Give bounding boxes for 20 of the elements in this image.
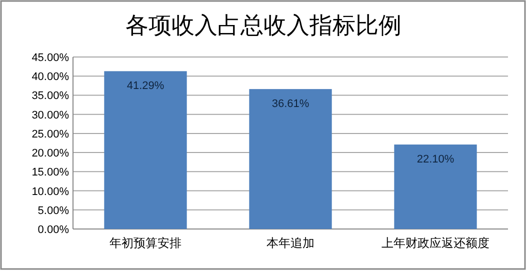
y-tick-label: 30.00% xyxy=(32,109,70,122)
chart-title: 各项收入占总收入指标比例 xyxy=(126,12,402,38)
y-tick-label: 45.00% xyxy=(32,52,70,64)
y-tick-label: 20.00% xyxy=(32,148,70,160)
bar xyxy=(394,144,477,229)
y-tick-label: 0.00% xyxy=(38,224,70,236)
x-tick-label: 本年追加 xyxy=(266,236,314,250)
bar xyxy=(104,71,187,229)
x-tick-label: 上年财政应返还额度 xyxy=(382,236,490,250)
y-tick-label: 40.00% xyxy=(32,71,70,84)
y-tick-label: 15.00% xyxy=(32,166,70,179)
y-tick-label: 5.00% xyxy=(38,204,70,217)
data-label: 36.61% xyxy=(272,98,310,110)
y-tick-label: 10.00% xyxy=(32,186,70,198)
data-label: 22.10% xyxy=(416,154,454,166)
data-label: 41.29% xyxy=(126,80,164,92)
x-tick-label: 年初预算安排 xyxy=(110,236,182,250)
y-tick-label: 25.00% xyxy=(32,128,70,140)
bar xyxy=(249,89,332,229)
y-tick-label: 35.00% xyxy=(32,90,70,102)
